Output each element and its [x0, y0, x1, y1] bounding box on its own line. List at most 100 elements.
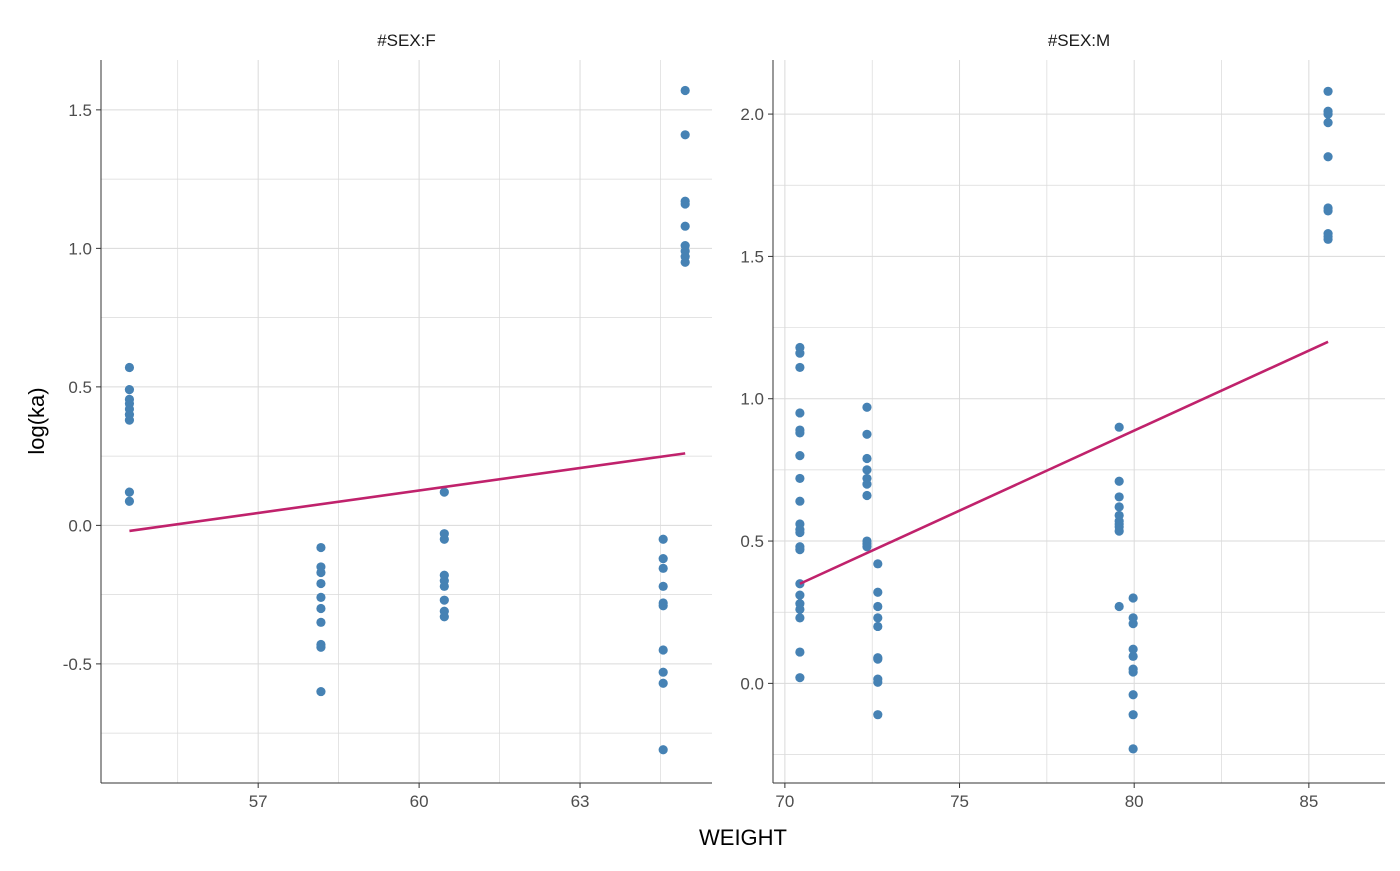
- x-tick-label: 57: [249, 792, 268, 811]
- data-point: [658, 563, 668, 573]
- data-point: [795, 362, 805, 373]
- data-point: [1323, 152, 1333, 162]
- data-point: [1114, 526, 1124, 536]
- data-point: [1114, 476, 1124, 486]
- x-tick-label: 60: [410, 792, 429, 811]
- data-point: [862, 453, 872, 464]
- data-point: [316, 567, 326, 578]
- data-point: [795, 613, 805, 623]
- data-point: [1128, 710, 1138, 720]
- data-point: [862, 465, 872, 475]
- y-tick-label: -0.5: [63, 655, 92, 674]
- data-point: [316, 603, 326, 614]
- data-point: [1128, 667, 1138, 677]
- data-point: [124, 385, 135, 395]
- data-point: [795, 408, 805, 418]
- data-point: [680, 130, 690, 140]
- data-point: [1128, 744, 1138, 754]
- data-point: [316, 578, 326, 589]
- data-point: [124, 487, 135, 497]
- data-point: [1323, 118, 1333, 128]
- data-point: [873, 621, 883, 632]
- data-point: [795, 496, 805, 506]
- data-point: [124, 362, 135, 373]
- data-point: [658, 534, 668, 544]
- data-point: [658, 745, 668, 755]
- data-point: [439, 595, 449, 605]
- data-point: [680, 221, 690, 231]
- x-tick-label: 63: [571, 792, 590, 811]
- data-point: [680, 199, 690, 209]
- data-point: [658, 645, 668, 655]
- data-point: [1114, 492, 1124, 502]
- data-point: [795, 647, 805, 657]
- data-point: [873, 601, 883, 612]
- data-point: [1128, 618, 1138, 629]
- data-point: [795, 590, 805, 600]
- data-point: [795, 473, 805, 484]
- data-point: [795, 348, 805, 358]
- x-tick-label: 85: [1299, 792, 1318, 811]
- y-tick-label: 1.5: [68, 101, 92, 120]
- x-tick-label: 75: [950, 792, 969, 811]
- y-axis-label: log(ka): [24, 387, 49, 454]
- data-point: [862, 402, 872, 412]
- panel-title: #SEX:F: [377, 31, 436, 50]
- data-point: [795, 428, 805, 438]
- data-point: [1114, 422, 1124, 432]
- data-point: [873, 654, 883, 664]
- data-point: [316, 686, 326, 697]
- y-tick-label: 0.5: [740, 532, 764, 551]
- data-point: [1128, 651, 1138, 661]
- data-point: [439, 534, 449, 544]
- data-point: [862, 542, 872, 552]
- data-point: [316, 617, 326, 627]
- y-tick-label: 0.0: [68, 516, 92, 535]
- data-point: [124, 415, 135, 425]
- panel-m: #SEX:M 70 75 80 85 0.0 0.5 1.0 1.5 2.0: [740, 31, 1385, 811]
- data-point: [1114, 502, 1124, 512]
- data-point: [439, 581, 449, 591]
- fit-line: [129, 452, 686, 533]
- data-point: [439, 487, 449, 497]
- data-point: [795, 673, 805, 683]
- data-point: [795, 451, 805, 461]
- data-point: [873, 587, 883, 597]
- data-point: [1114, 601, 1124, 612]
- data-point: [680, 85, 690, 96]
- data-point: [795, 544, 805, 555]
- data-point: [1128, 690, 1138, 700]
- data-point: [873, 677, 883, 687]
- y-tick-label: 1.0: [68, 239, 92, 258]
- data-point: [1323, 234, 1333, 244]
- fit-line: [799, 340, 1329, 585]
- data-point: [658, 581, 668, 591]
- data-point: [873, 613, 883, 623]
- data-point: [795, 604, 805, 614]
- data-point: [1323, 206, 1333, 216]
- data-point: [439, 612, 449, 622]
- y-tick-label: 0.0: [740, 674, 764, 693]
- x-tick-label: 80: [1125, 792, 1144, 811]
- data-point: [316, 642, 326, 652]
- y-tick-label: 2.0: [740, 105, 764, 124]
- data-point: [124, 496, 135, 506]
- data-point: [658, 667, 668, 677]
- data-point: [873, 710, 883, 720]
- data-point: [658, 601, 668, 611]
- data-point: [862, 479, 872, 489]
- data-point: [1128, 593, 1138, 603]
- x-axis-label: WEIGHT: [699, 825, 787, 850]
- data-point: [795, 527, 805, 538]
- data-point: [680, 257, 690, 267]
- panel-title: #SEX:M: [1048, 31, 1110, 50]
- data-point: [316, 592, 326, 603]
- data-point: [862, 429, 872, 439]
- data-point: [658, 554, 668, 564]
- data-point: [862, 490, 872, 501]
- data-point: [873, 559, 883, 569]
- x-tick-label: 70: [775, 792, 794, 811]
- data-point: [1128, 644, 1138, 654]
- y-tick-label: 1.0: [740, 390, 764, 409]
